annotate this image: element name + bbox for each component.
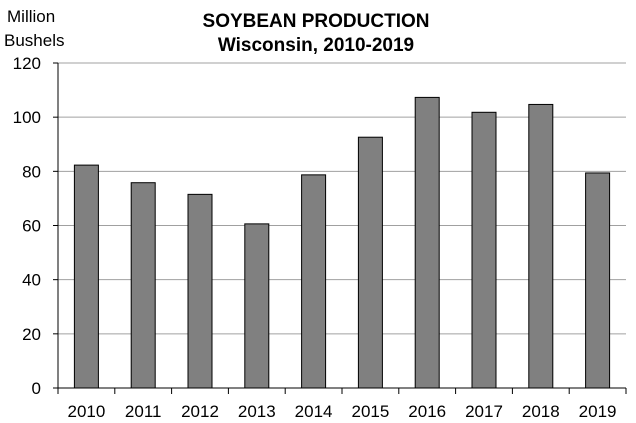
- x-tick-label-2011: 2011: [125, 402, 162, 421]
- y-tick-label: 20: [22, 325, 41, 344]
- y-tick-label: 60: [22, 217, 41, 236]
- bar-2011: [130, 182, 156, 389]
- x-tick-label-2010: 2010: [67, 402, 105, 421]
- y-tick-label: 80: [22, 162, 41, 181]
- y-tick-label: 100: [13, 108, 41, 127]
- bar-2018: [528, 103, 554, 389]
- chart-title-line-1: SOYBEAN PRODUCTION: [203, 11, 430, 32]
- bar-2015: [357, 136, 383, 389]
- x-tick-label-2017: 2017: [465, 402, 503, 421]
- y-axis-unit-line-1: Million: [7, 7, 55, 26]
- chart-title-line-2: Wisconsin, 2010-2019: [218, 35, 414, 56]
- y-tick-label: 120: [13, 54, 41, 73]
- x-tick-label-2019: 2019: [579, 402, 617, 421]
- y-tick-label: 0: [32, 379, 41, 398]
- y-tick-labels: 0 20 40 60 80 100 120: [13, 54, 58, 398]
- x-tick-label-2014: 2014: [295, 402, 333, 421]
- x-tick-label-2016: 2016: [408, 402, 446, 421]
- x-tick-label-2012: 2012: [181, 402, 219, 421]
- bars: [73, 96, 611, 389]
- bar-2010: [73, 164, 99, 389]
- y-tick-label: 40: [22, 271, 41, 290]
- bar-2013: [244, 223, 270, 389]
- bar-2012: [187, 193, 213, 389]
- bar-2016: [414, 96, 440, 389]
- bar-2019: [585, 172, 611, 389]
- x-tick-label-2018: 2018: [522, 402, 560, 421]
- x-tick-label-2013: 2013: [238, 402, 276, 421]
- bar-2017: [471, 111, 497, 389]
- y-axis-unit-line-2: Bushels: [4, 31, 64, 50]
- x-tick-label-2015: 2015: [351, 402, 389, 421]
- bar-2014: [301, 174, 327, 389]
- x-tick-labels: 2010 2011 2012 2013 2014 2015 2016 2017 2018 2019: [57, 388, 627, 421]
